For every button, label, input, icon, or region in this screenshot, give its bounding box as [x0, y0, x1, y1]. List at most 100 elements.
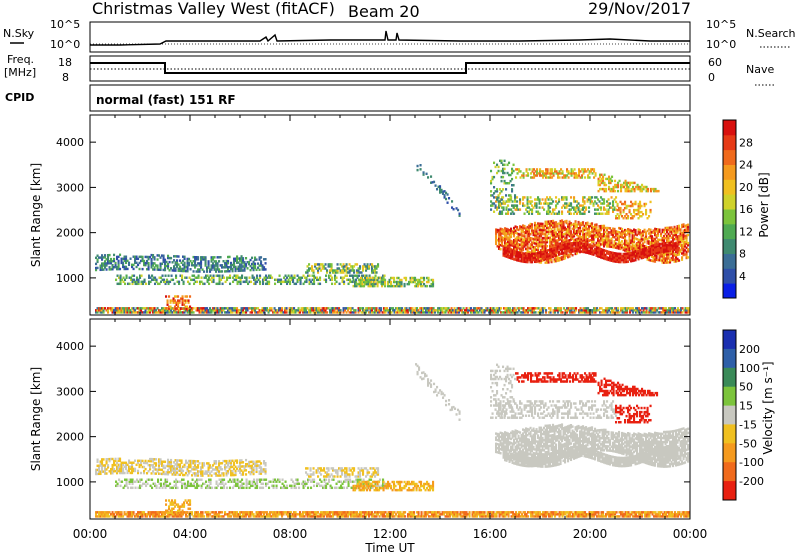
data-cell — [402, 309, 405, 312]
data-cell — [652, 229, 655, 232]
data-cell — [549, 168, 552, 171]
data-cell — [313, 274, 316, 277]
data-cell — [410, 307, 413, 310]
data-cell — [618, 241, 621, 244]
data-cell — [610, 196, 613, 199]
data-cell — [534, 311, 537, 314]
data-cell — [184, 301, 187, 304]
data-cell — [682, 241, 685, 245]
data-cell — [278, 280, 281, 284]
data-cell — [528, 230, 531, 233]
data-cell — [528, 252, 531, 256]
nave-tick-bottom: 0 — [708, 71, 715, 84]
data-cell — [137, 257, 140, 261]
data-cell — [194, 276, 197, 279]
data-cell — [516, 254, 519, 258]
data-cell — [603, 226, 606, 230]
data-cell — [240, 263, 243, 266]
data-cell — [321, 267, 324, 270]
data-cell — [573, 242, 576, 245]
data-cell — [414, 307, 417, 310]
data-cell — [210, 264, 213, 267]
data-cell — [336, 309, 339, 312]
data-cell — [570, 248, 573, 251]
data-cell — [639, 204, 642, 208]
data-cell — [600, 256, 603, 259]
data-cell — [526, 225, 529, 229]
data-cell — [496, 230, 499, 234]
data-cell — [152, 262, 155, 265]
data-cell — [369, 276, 372, 280]
data-cell — [134, 282, 137, 286]
data-cell — [390, 280, 393, 284]
data-cell — [143, 307, 146, 310]
data-cell — [511, 184, 514, 187]
data-cell — [600, 226, 603, 230]
data-cell — [544, 245, 547, 248]
data-cell — [504, 241, 507, 244]
data-cell — [582, 235, 585, 238]
data-cell — [149, 255, 152, 259]
data-cell — [320, 311, 323, 314]
data-cell — [620, 189, 623, 193]
data-cell — [193, 274, 196, 277]
data-cell — [626, 187, 629, 191]
data-cell — [568, 246, 571, 249]
data-cell — [679, 228, 682, 231]
data-cell — [130, 276, 133, 279]
data-cell — [317, 269, 320, 272]
data-cell — [353, 274, 356, 277]
data-cell — [619, 256, 622, 260]
data-cell — [589, 232, 592, 236]
data-cell — [232, 276, 235, 279]
data-cell — [578, 168, 581, 171]
data-cell — [646, 239, 649, 243]
data-cell — [388, 278, 391, 282]
data-cell — [362, 267, 365, 270]
data-cell — [269, 309, 272, 312]
data-cell — [625, 249, 628, 253]
data-cell — [547, 204, 550, 207]
data-cell — [607, 226, 610, 230]
data-cell — [458, 311, 461, 314]
data-cell — [269, 274, 272, 277]
data-cell — [627, 204, 630, 208]
data-cell — [673, 258, 676, 261]
data-cell — [374, 307, 377, 310]
data-cell — [564, 232, 567, 236]
data-cell — [149, 309, 152, 312]
data-cell — [415, 284, 418, 288]
data-cell — [630, 307, 633, 310]
data-cell — [568, 232, 571, 236]
data-cell — [664, 226, 667, 230]
data-cell — [637, 246, 640, 250]
data-cell — [667, 244, 670, 247]
data-cell — [648, 307, 651, 310]
data-cell — [212, 264, 215, 267]
data-cell — [144, 263, 147, 267]
data-cell — [658, 247, 661, 250]
data-cell — [561, 198, 564, 201]
data-cell — [645, 202, 648, 206]
data-cell — [577, 223, 580, 226]
data-cell — [528, 236, 531, 240]
data-cell — [324, 307, 327, 310]
data-cell — [577, 246, 580, 249]
data-cell — [308, 282, 311, 286]
data-cell — [572, 170, 575, 173]
data-cell — [573, 200, 576, 203]
data-cell — [476, 311, 479, 314]
data-cell — [512, 309, 515, 312]
data-cell — [237, 311, 240, 314]
data-cell — [567, 231, 570, 234]
data-cell — [387, 311, 390, 314]
data-cell — [548, 172, 551, 175]
data-cell — [666, 230, 669, 234]
data-cell — [372, 271, 375, 274]
data-cell — [672, 246, 675, 249]
data-cell — [538, 238, 541, 242]
data-cell — [459, 307, 462, 310]
data-cell — [508, 248, 511, 251]
data-cell — [636, 254, 639, 257]
data-cell — [537, 242, 540, 246]
